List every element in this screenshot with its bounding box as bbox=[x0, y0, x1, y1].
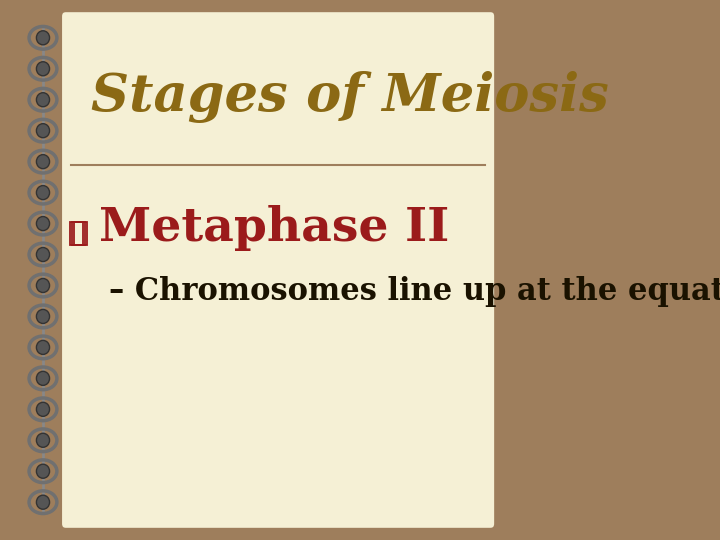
Circle shape bbox=[37, 309, 50, 323]
Circle shape bbox=[37, 279, 50, 293]
Text: Stages of Meiosis: Stages of Meiosis bbox=[91, 71, 609, 123]
Circle shape bbox=[37, 62, 50, 76]
Circle shape bbox=[37, 217, 50, 231]
Circle shape bbox=[37, 93, 50, 107]
Circle shape bbox=[37, 372, 50, 386]
Text: Metaphase II: Metaphase II bbox=[99, 205, 449, 251]
Circle shape bbox=[37, 464, 50, 478]
Circle shape bbox=[37, 31, 50, 45]
Circle shape bbox=[37, 402, 50, 416]
FancyBboxPatch shape bbox=[60, 11, 495, 529]
Circle shape bbox=[37, 186, 50, 200]
Circle shape bbox=[37, 124, 50, 138]
Circle shape bbox=[37, 340, 50, 354]
Circle shape bbox=[37, 247, 50, 261]
Text: – Chromosomes line up at the equator: – Chromosomes line up at the equator bbox=[109, 276, 720, 307]
Circle shape bbox=[37, 433, 50, 447]
Circle shape bbox=[37, 154, 50, 168]
Circle shape bbox=[37, 495, 50, 509]
